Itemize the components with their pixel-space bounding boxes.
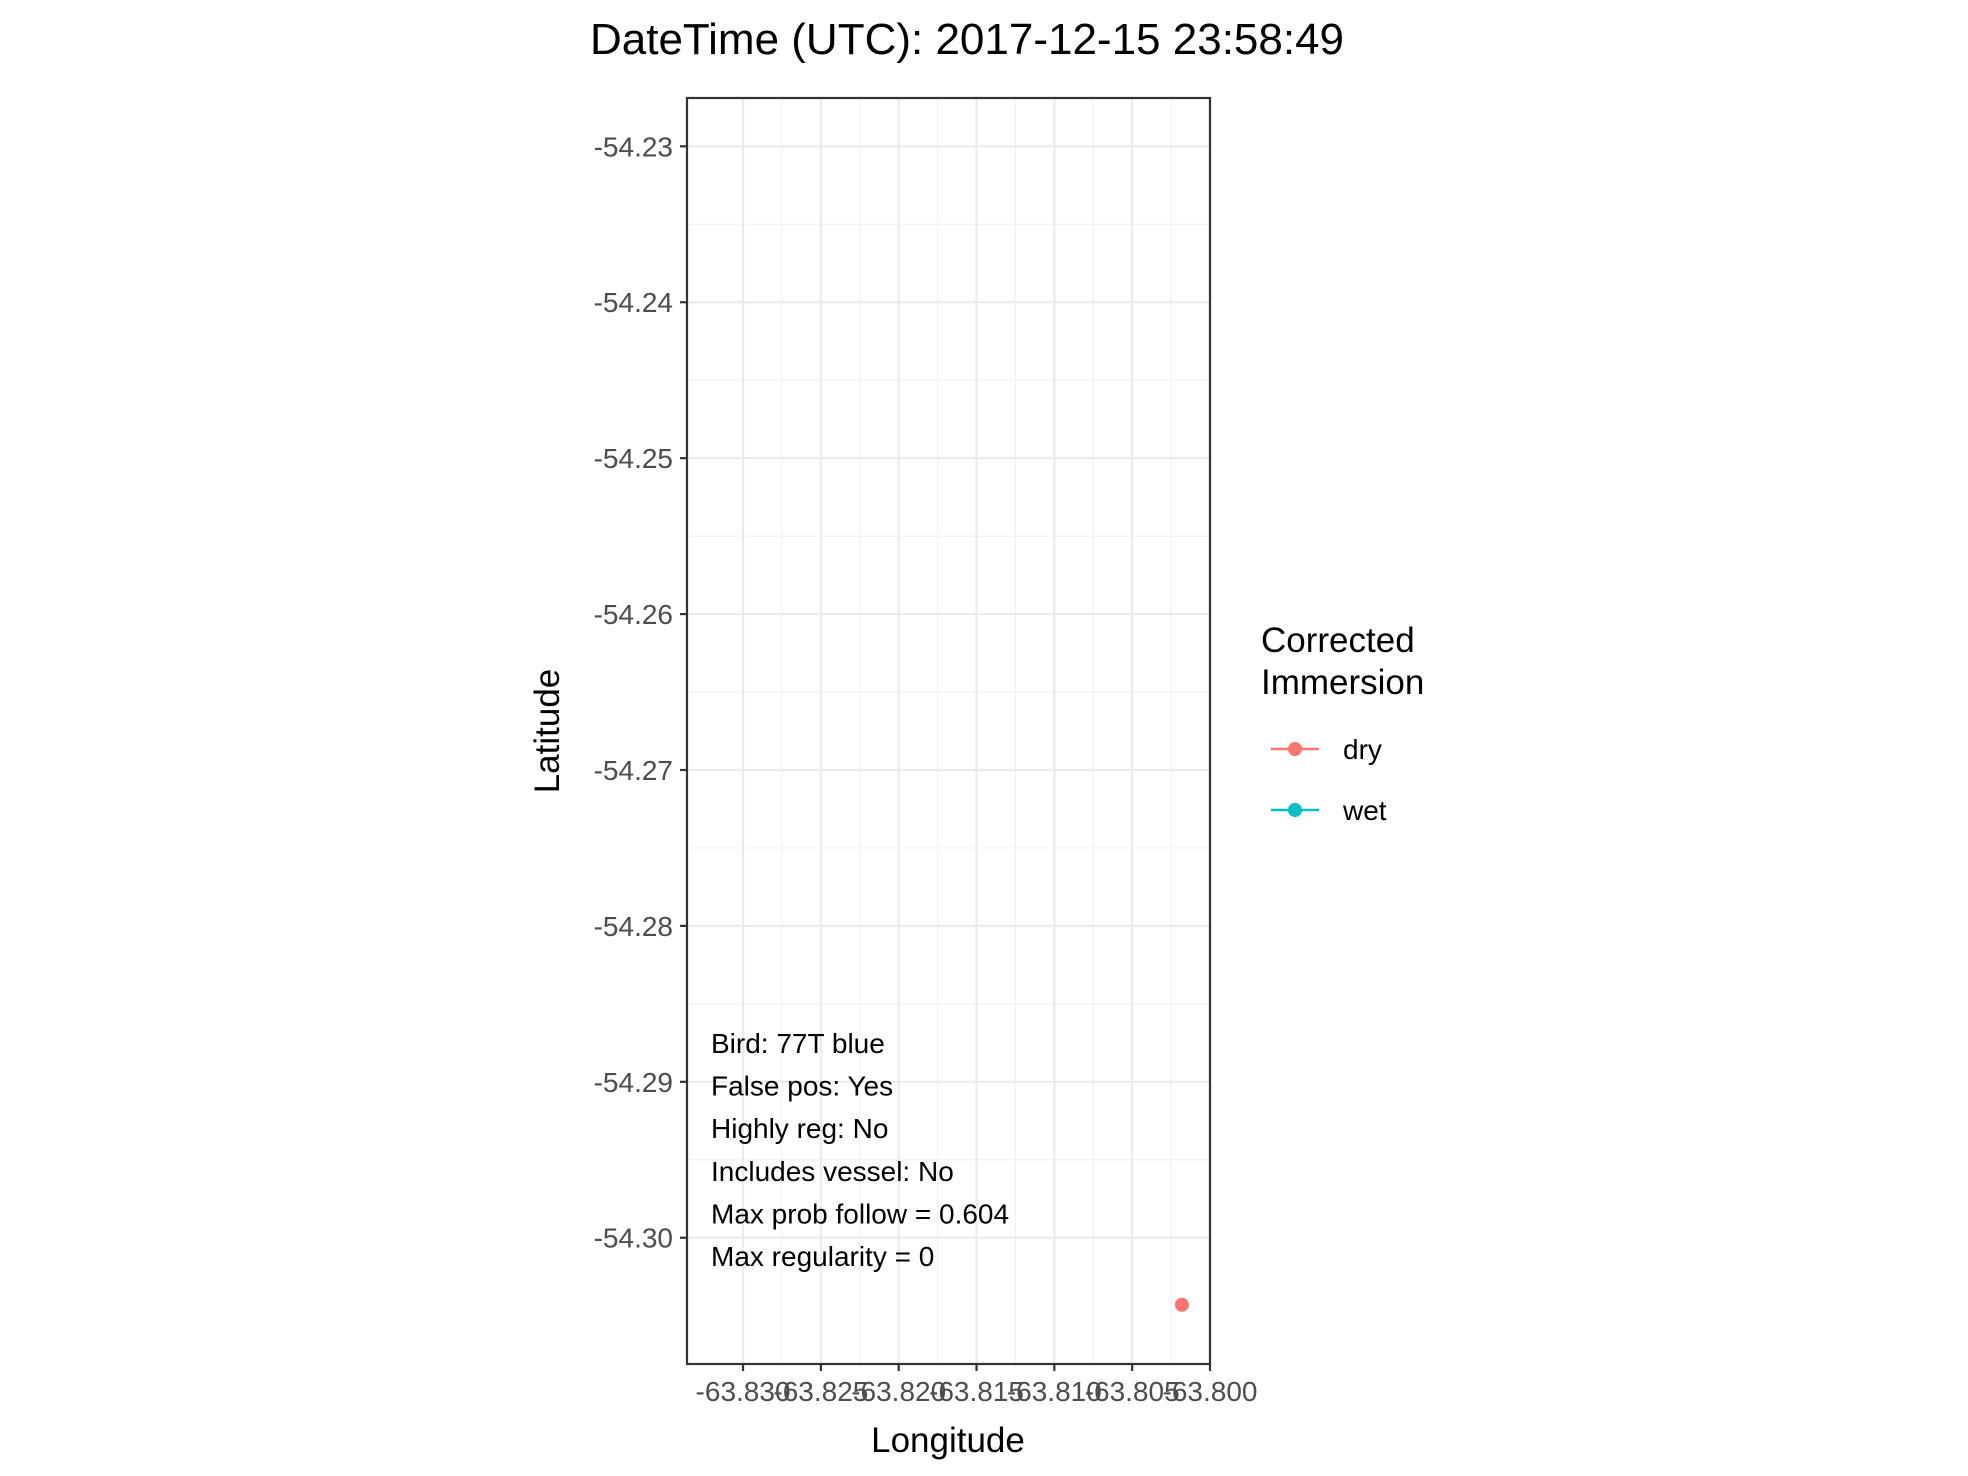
- chart-title: DateTime (UTC): 2017-12-15 23:58:49: [590, 15, 1344, 64]
- x-tick-label: -63.800: [1163, 1376, 1258, 1407]
- annotation-line: False pos: Yes: [711, 1071, 893, 1102]
- x-axis-title: Longitude: [871, 1421, 1025, 1460]
- annotation-line: Max regularity = 0: [711, 1241, 934, 1272]
- annotation-line: Max prob follow = 0.604: [711, 1198, 1009, 1229]
- legend: Corrected Immersion dry wet: [1261, 621, 1424, 826]
- y-tick-label: -54.23: [594, 131, 673, 162]
- legend-entry-wet: wet: [1271, 795, 1387, 826]
- x-tick-label: -63.825: [773, 1376, 868, 1407]
- y-axis-title: Latitude: [528, 669, 567, 794]
- y-tick-label: -54.27: [594, 755, 673, 786]
- y-tick-label: -54.25: [594, 443, 673, 474]
- annotation-text: Bird: 77T blue False pos: Yes Highly reg: …: [711, 1028, 1009, 1272]
- legend-title-line-2: Immersion: [1261, 663, 1424, 702]
- x-tick-label: -63.805: [1085, 1376, 1180, 1407]
- legend-title-line-1: Corrected: [1261, 621, 1415, 660]
- x-tick-label: -63.830: [696, 1376, 791, 1407]
- annotation-line: Includes vessel: No: [711, 1156, 954, 1187]
- y-tick-label: -54.29: [594, 1067, 673, 1098]
- legend-label: wet: [1342, 795, 1387, 826]
- annotation-line: Highly reg: No: [711, 1113, 888, 1144]
- data-points: [1174, 1297, 1189, 1312]
- data-point-dry: [1174, 1297, 1189, 1312]
- panel-border: [685, 96, 1212, 1366]
- plot-panel: Bird: 77T blue False pos: Yes Highly reg: …: [685, 96, 1212, 1366]
- x-tick-label: -63.810: [1007, 1376, 1102, 1407]
- legend-entries: dry wet: [1271, 734, 1387, 826]
- y-tick-label: -54.28: [594, 911, 673, 942]
- y-axis: -54.23 -54.24 -54.25 -54.26 -54.27 -54.28 -54.…: [594, 131, 687, 1254]
- y-tick-label: -54.26: [594, 599, 673, 630]
- legend-key-point: [1288, 803, 1302, 817]
- annotation-line: Bird: 77T blue: [711, 1028, 885, 1059]
- legend-entry-dry: dry: [1271, 734, 1382, 765]
- legend-key-point: [1288, 742, 1302, 756]
- panel-background: [687, 98, 1210, 1364]
- y-tick-label: -54.24: [594, 287, 673, 318]
- legend-label: dry: [1343, 734, 1382, 765]
- y-tick-label: -54.30: [594, 1223, 673, 1254]
- x-tick-label: -63.815: [929, 1376, 1024, 1407]
- x-axis: -63.830-63.825-63.820-63.815-63.810-63.8…: [696, 1364, 1258, 1407]
- x-tick-label: -63.820: [851, 1376, 946, 1407]
